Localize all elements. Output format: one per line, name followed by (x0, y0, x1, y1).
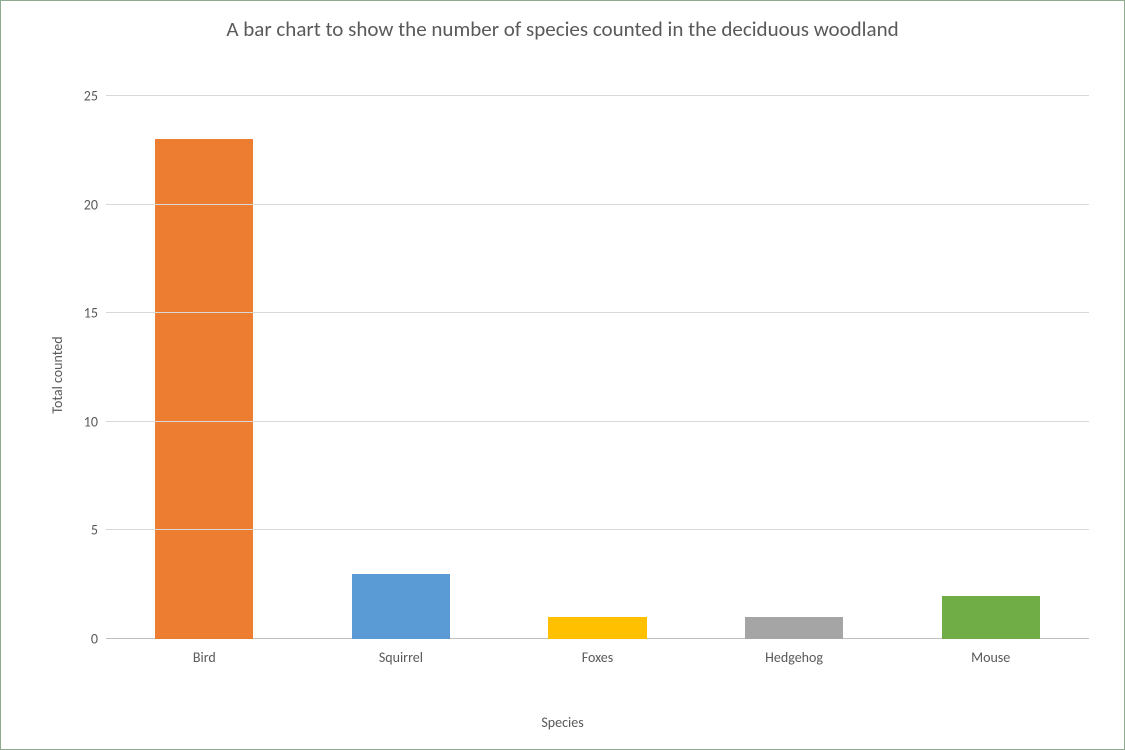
grid-line (106, 95, 1089, 96)
x-axis-label: Species (541, 714, 583, 731)
bar-slot: Foxes (499, 96, 696, 639)
chart-title: A bar chart to show the number of specie… (1, 1, 1124, 43)
bar-slot: Bird (106, 96, 303, 639)
plot-wrapper: BirdSquirrelFoxesHedgehogMouse 051015202… (56, 96, 1104, 674)
bar-slot: Mouse (892, 96, 1089, 639)
x-tick-label: Bird (193, 649, 216, 666)
grid-line (106, 204, 1089, 205)
chart-container: A bar chart to show the number of specie… (0, 0, 1125, 750)
grid-line (106, 529, 1089, 530)
bar-slot: Hedgehog (696, 96, 893, 639)
bar (942, 596, 1040, 639)
y-tick-label: 10 (84, 413, 98, 430)
bar-slot: Squirrel (303, 96, 500, 639)
y-tick-label: 15 (84, 305, 98, 322)
y-tick-label: 5 (91, 522, 98, 539)
bar (352, 574, 450, 639)
bar (155, 139, 253, 639)
x-tick-label: Foxes (582, 649, 614, 666)
bar (548, 617, 646, 639)
y-tick-label: 0 (91, 631, 98, 648)
x-tick-label: Hedgehog (765, 649, 823, 666)
x-tick-label: Mouse (971, 649, 1010, 666)
plot-area: BirdSquirrelFoxesHedgehogMouse 051015202… (106, 96, 1089, 639)
x-tick-label: Squirrel (379, 649, 423, 666)
y-tick-label: 20 (84, 196, 98, 213)
bar (745, 617, 843, 639)
grid-line (106, 312, 1089, 313)
grid-line (106, 421, 1089, 422)
bars-row: BirdSquirrelFoxesHedgehogMouse (106, 96, 1089, 639)
y-tick-label: 25 (84, 88, 98, 105)
